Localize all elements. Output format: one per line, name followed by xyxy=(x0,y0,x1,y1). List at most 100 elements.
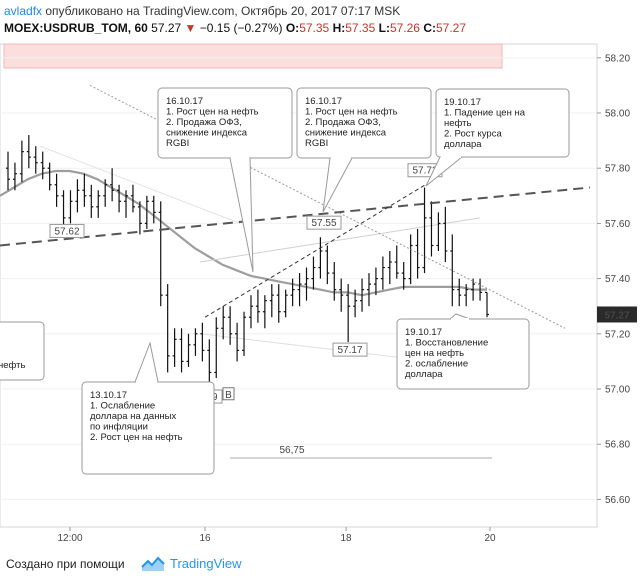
candle xyxy=(311,256,316,290)
symbol-name: MOEX:USDRUB_TOM, 60 xyxy=(4,21,148,35)
symbol-line: MOEX:USDRUB_TOM, 60 57.27 ▼ −0.15 (−0.27… xyxy=(4,21,466,35)
callout-line: 19.10.17 xyxy=(444,97,481,108)
candle xyxy=(124,190,129,218)
callout-line: 1. Рост цен на нефть xyxy=(305,107,398,118)
candle xyxy=(366,273,371,307)
callout-line: снижение индекса xyxy=(166,128,248,139)
callout-line: 16.10.17 xyxy=(166,96,203,107)
resistance-zone xyxy=(3,43,503,69)
candle xyxy=(137,201,142,235)
candle xyxy=(26,135,31,169)
publish-line: avladfx опубликовано на TradingView.com,… xyxy=(4,4,400,18)
candle xyxy=(276,284,281,323)
price-label-box xyxy=(49,223,85,238)
candle xyxy=(172,328,177,367)
candle xyxy=(33,146,38,174)
candle xyxy=(346,284,351,343)
candle xyxy=(89,184,94,218)
callout-line: 19.10.17 xyxy=(405,327,442,338)
close-value: 57.27 xyxy=(435,21,467,35)
candle xyxy=(47,162,52,191)
price-change: −0.15 (−0.27%) xyxy=(199,21,283,35)
callout-line: по инфляции xyxy=(90,422,148,433)
tradingview-brand[interactable]: TradingView xyxy=(170,556,242,571)
callout-box xyxy=(296,87,432,159)
change-arrow: ▼ xyxy=(184,21,197,35)
candle xyxy=(193,328,198,356)
candle xyxy=(12,162,17,191)
candle xyxy=(6,151,10,191)
price-label-box xyxy=(332,342,368,357)
made-with-text: Создано при помощи xyxy=(6,557,125,571)
candle xyxy=(485,291,489,318)
candle xyxy=(75,179,80,213)
candle xyxy=(200,322,205,362)
candle xyxy=(339,278,344,312)
callout-box xyxy=(157,87,293,159)
price-label: 57.55 xyxy=(311,218,336,229)
y-tick-label: 58.20 xyxy=(605,53,630,64)
channel-line-left xyxy=(39,145,241,224)
publish-info: опубликовано на TradingView.com, Октябрь… xyxy=(45,4,401,18)
tradingview-logo-icon[interactable] xyxy=(140,555,166,573)
candle xyxy=(262,295,267,329)
candle xyxy=(283,289,288,318)
y-tick-label: 57.40 xyxy=(605,274,630,285)
candle xyxy=(318,237,323,279)
candle xyxy=(68,190,73,224)
dashed-support-line xyxy=(204,181,431,318)
candle xyxy=(429,201,434,257)
candle xyxy=(436,212,441,251)
x-tick-label: 20 xyxy=(484,533,496,544)
candle xyxy=(401,262,406,290)
price-label: 57.62 xyxy=(54,226,79,237)
callout-line: 1. Рост цен на нефть xyxy=(166,107,259,118)
candle xyxy=(186,333,191,367)
callout-line: 2. Продажа ОФЗ, xyxy=(166,117,242,128)
callout-line: 1. Восстановление xyxy=(405,338,488,349)
candle xyxy=(214,317,219,378)
callout-pointer xyxy=(322,157,353,213)
last-price-tag xyxy=(597,306,637,323)
candle xyxy=(332,262,337,301)
high-value: 57.35 xyxy=(345,21,376,35)
callout-line: снижение индекса xyxy=(305,128,387,139)
callout-pointer xyxy=(425,156,463,187)
marker-box xyxy=(222,387,235,401)
x-tick-label: 16 xyxy=(199,533,211,544)
y-tick-label: 58.00 xyxy=(605,109,630,120)
callout-line: 2. ослабление xyxy=(405,359,468,370)
candle xyxy=(450,234,455,307)
chart-footer: Создано при помощи TradingView xyxy=(0,545,643,582)
channel-line-upper xyxy=(199,217,481,263)
callout-pointer xyxy=(449,313,471,320)
moving-average-line xyxy=(0,169,487,297)
callout-line: 2. Продажа ОФЗ, xyxy=(305,117,381,128)
callout-box xyxy=(0,321,45,381)
author-link[interactable]: avladfx xyxy=(4,4,43,18)
candle xyxy=(360,278,365,312)
callout-line: 16.10.17 xyxy=(305,96,342,107)
candle xyxy=(82,173,87,207)
candle xyxy=(165,284,170,373)
annotation-callout: нефть xyxy=(0,321,45,381)
high-label: H: xyxy=(332,21,346,35)
last-price: 57.27 xyxy=(151,21,182,35)
low-value: 57.26 xyxy=(389,21,420,35)
price-label: 57.73 xyxy=(412,166,437,177)
candle xyxy=(471,278,476,301)
candle xyxy=(464,284,469,307)
candle xyxy=(269,284,274,318)
open-label: O: xyxy=(285,21,300,35)
callout-line: цен на нефть xyxy=(405,348,464,359)
callout-line: доллара xyxy=(444,139,482,150)
candle xyxy=(325,245,330,285)
close-label: C: xyxy=(423,21,436,35)
callout-line: доллара на данных xyxy=(90,411,177,422)
last-price-label: 57.27 xyxy=(604,310,629,321)
candle xyxy=(54,173,59,207)
candle xyxy=(130,184,135,213)
callout-box xyxy=(435,88,570,158)
